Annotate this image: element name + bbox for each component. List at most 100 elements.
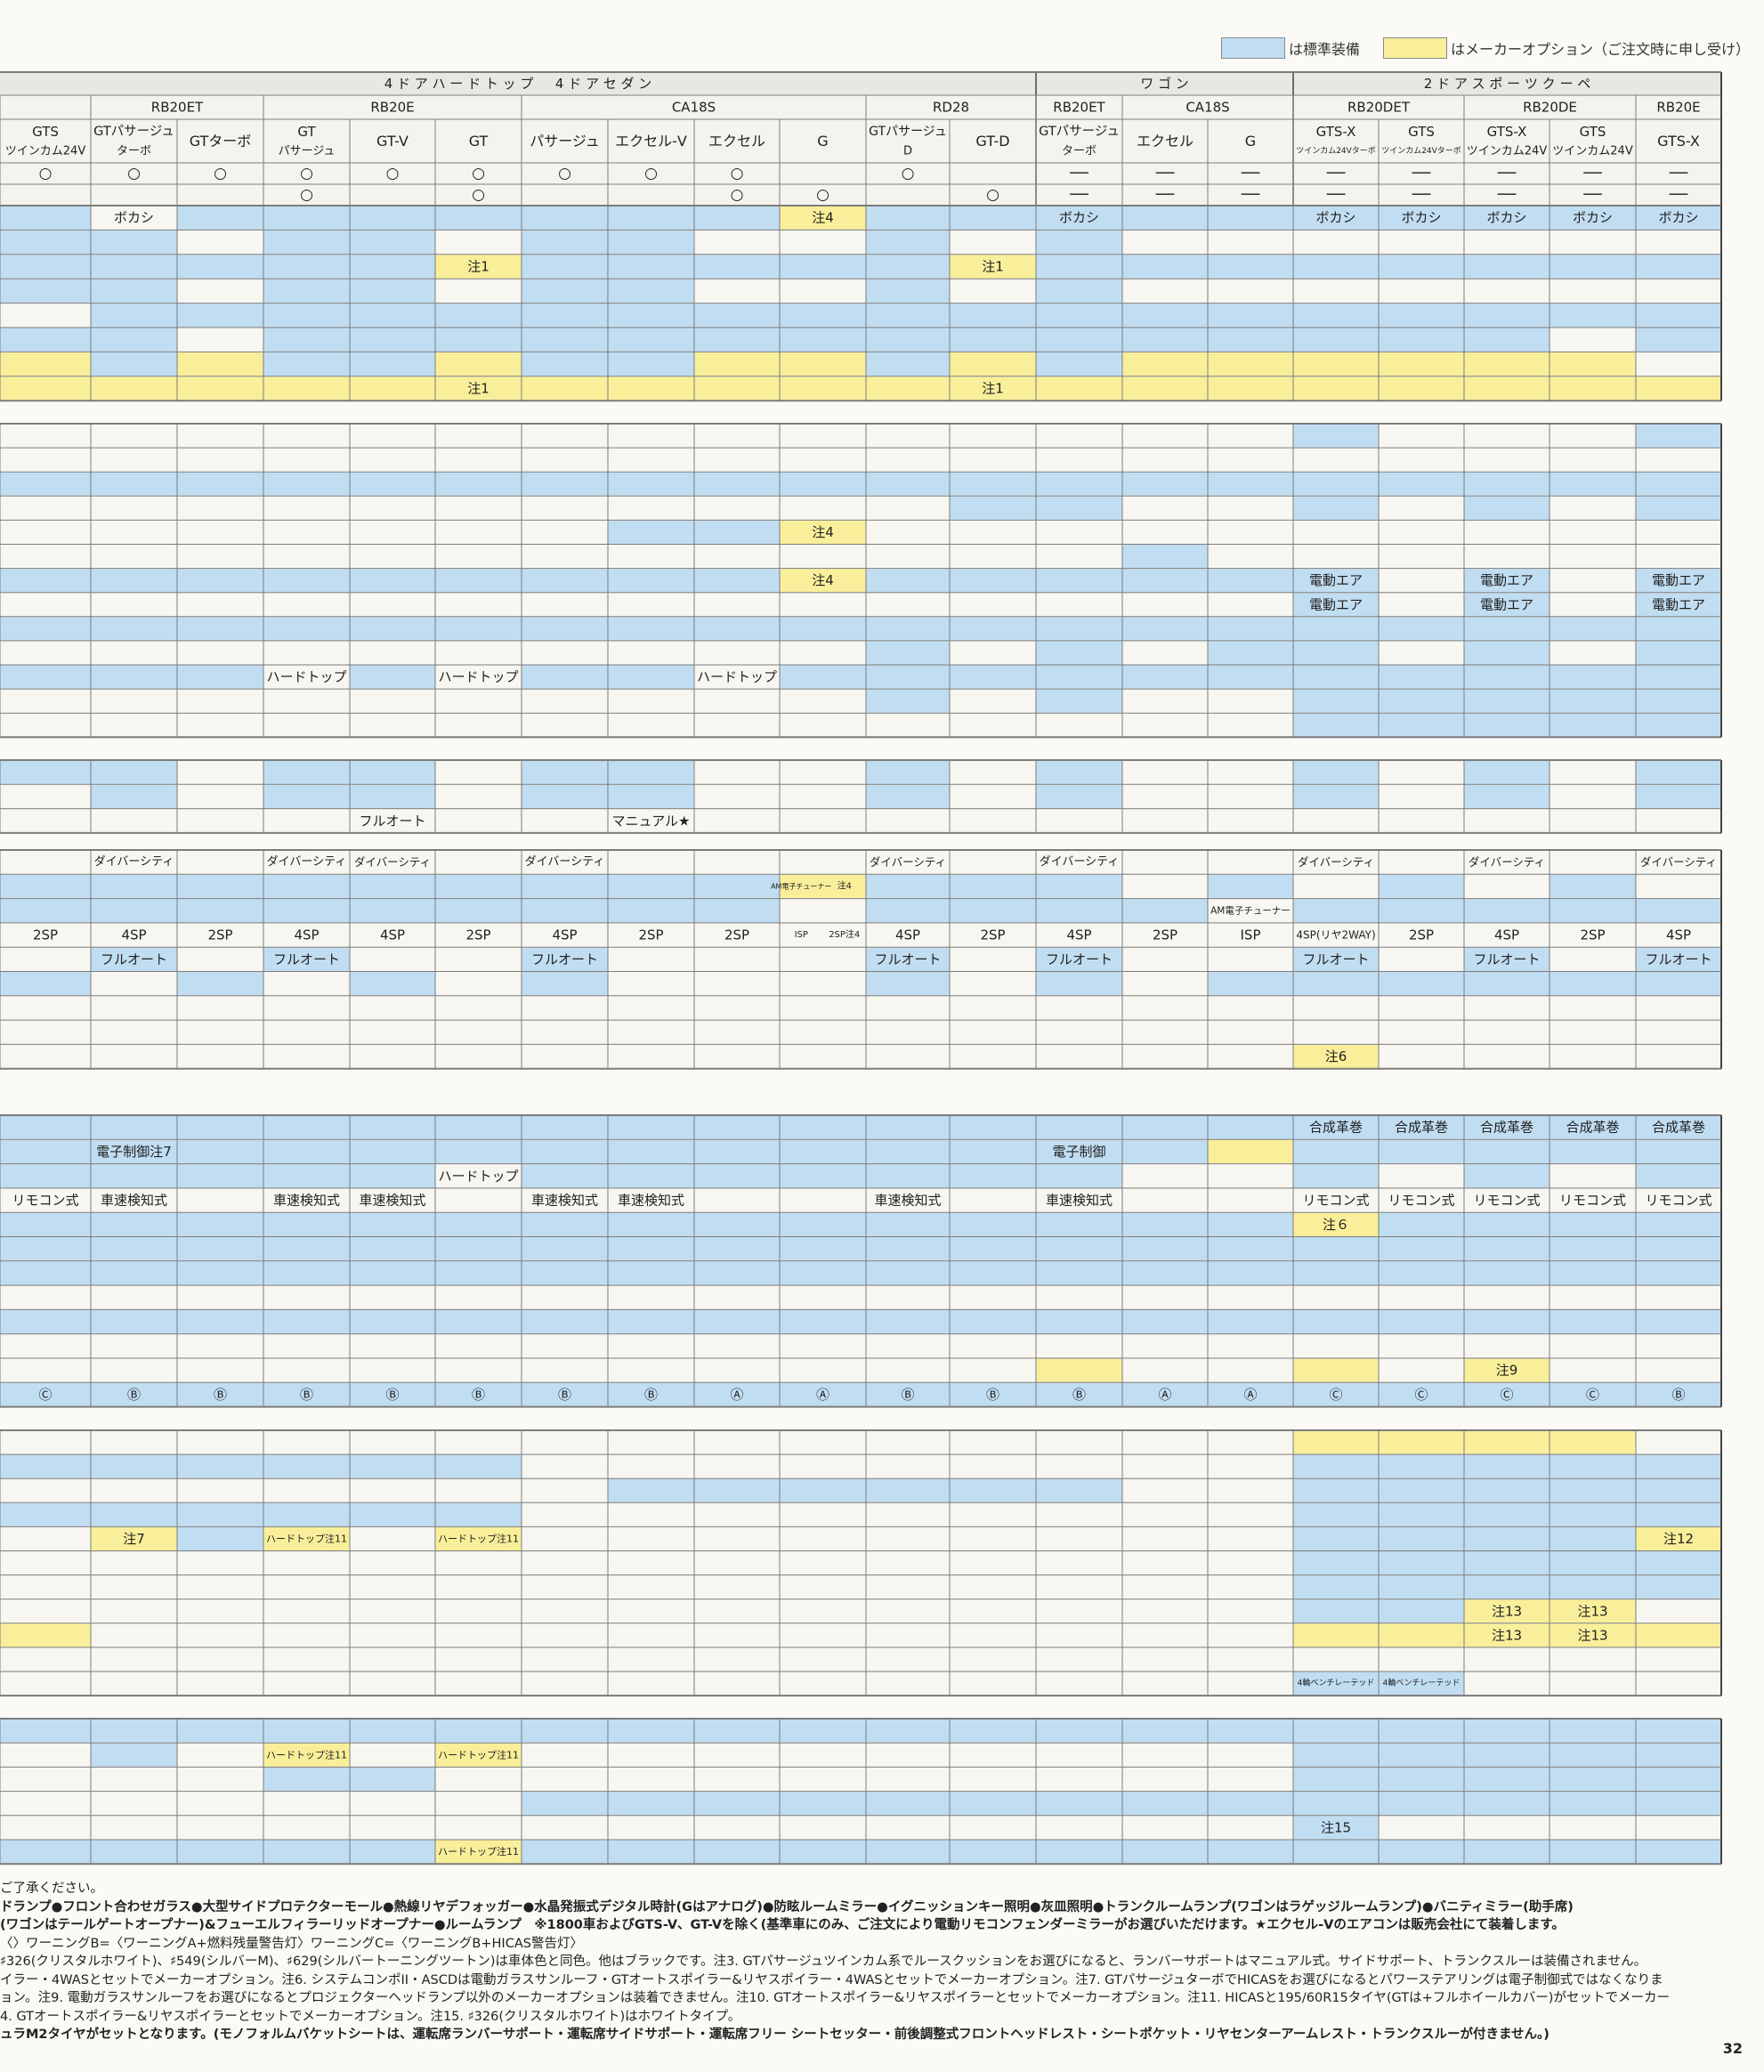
standard-cell — [1122, 1115, 1208, 1139]
cell-label: ── — [1669, 165, 1688, 182]
standard-cell — [91, 352, 177, 376]
standard-cell — [1293, 972, 1379, 996]
standard-cell — [177, 1382, 263, 1407]
option-cell — [435, 376, 522, 401]
standard-cell — [1636, 784, 1721, 809]
standard-cell — [0, 1139, 91, 1164]
standard-cell — [1379, 665, 1464, 689]
cell-label: ── — [1326, 186, 1346, 204]
standard-cell — [1379, 689, 1464, 713]
cell-label: Ⓐ — [1243, 1387, 1257, 1403]
grade-label: GT-D — [975, 133, 1009, 150]
standard-cell — [350, 230, 435, 255]
standard-cell — [435, 1115, 522, 1139]
cell-label: 2SP — [465, 927, 490, 943]
standard-cell — [522, 304, 608, 328]
standard-cell — [177, 255, 263, 279]
grade-label: GTS-X — [1316, 124, 1356, 140]
standard-cell — [263, 1237, 350, 1261]
standard-cell — [1036, 1309, 1122, 1334]
cell-label: 電動エア — [1652, 596, 1705, 612]
standard-cell — [694, 874, 780, 899]
cell-label: ボカシ — [1486, 210, 1526, 226]
standard-cell — [177, 1840, 263, 1864]
standard-cell — [263, 899, 350, 923]
cell-label: 車速検知式 — [618, 1193, 684, 1209]
option-cell — [780, 352, 866, 376]
cell-label: 4SP — [895, 927, 920, 943]
standard-cell — [91, 617, 177, 641]
standard-cell — [1208, 1792, 1293, 1816]
standard-cell — [263, 569, 350, 593]
standard-cell — [1036, 1719, 1122, 1743]
standard-cell — [1122, 328, 1208, 352]
standard-cell — [1636, 1454, 1721, 1478]
cell-label: ○ — [731, 186, 744, 204]
option-cell — [694, 352, 780, 376]
engine-label: RB20DET — [1347, 100, 1411, 116]
standard-cell — [522, 1139, 608, 1164]
standard-cell — [1122, 665, 1208, 689]
cell-label: ── — [1069, 165, 1088, 182]
cell-label: Ⓑ — [1671, 1387, 1685, 1403]
cell-label: ダイバーシティ — [1469, 855, 1545, 869]
standard-cell — [350, 1840, 435, 1864]
standard-cell — [1293, 665, 1379, 689]
standard-cell — [1293, 1575, 1379, 1599]
cell-label: 注13 — [1492, 1603, 1522, 1619]
option-cell — [263, 376, 350, 401]
standard-cell — [866, 1237, 950, 1261]
grade-sublabel: ツインカム24Vターボ — [1296, 146, 1376, 156]
standard-cell — [177, 569, 263, 593]
standard-cell — [1379, 1840, 1464, 1864]
standard-cell — [950, 328, 1036, 352]
standard-cell — [608, 1792, 694, 1816]
standard-cell — [866, 1309, 950, 1334]
standard-cell — [1293, 1139, 1379, 1164]
standard-cell — [608, 617, 694, 641]
engine-label: CA18S — [1185, 100, 1229, 116]
standard-cell — [1208, 1237, 1293, 1261]
standard-cell — [1036, 1478, 1122, 1502]
cell-label: ── — [1069, 186, 1088, 204]
standard-cell — [950, 874, 1036, 899]
standard-cell — [91, 1164, 177, 1188]
standard-cell — [694, 328, 780, 352]
cell-label: ハードトップ — [266, 669, 346, 685]
option-cell — [91, 376, 177, 401]
standard-cell — [608, 328, 694, 352]
cell-label: ○ — [644, 165, 658, 182]
option-swatch — [1383, 37, 1448, 59]
cell-label: Ⓑ — [644, 1387, 658, 1403]
standard-cell — [0, 1115, 91, 1139]
standard-cell — [608, 352, 694, 376]
grade-sublabel: ターボ — [117, 145, 151, 158]
cell-label: 注4 — [812, 524, 834, 540]
standard-cell — [1464, 1139, 1550, 1164]
cell-label: ボカシ — [1401, 210, 1441, 226]
standard-cell — [1379, 617, 1464, 641]
standard-cell — [1208, 1212, 1293, 1236]
cell-label: 車速検知式 — [1046, 1193, 1113, 1209]
standard-cell — [866, 972, 950, 996]
standard-cell — [263, 1115, 350, 1139]
standard-cell — [694, 1164, 780, 1188]
option-cell — [608, 376, 694, 401]
cell-label: ○ — [39, 165, 53, 182]
standard-cell — [177, 1212, 263, 1236]
option-cell — [1293, 376, 1379, 401]
standard-cell — [1036, 352, 1122, 376]
option-cell — [1293, 1358, 1379, 1382]
option-cell — [522, 376, 608, 401]
group-label: ワ ゴ ン — [1140, 76, 1189, 92]
standard-cell — [263, 352, 350, 376]
option-cell — [435, 1840, 522, 1864]
engine-label: RB20E — [370, 100, 414, 116]
standard-cell — [1293, 1382, 1379, 1407]
standard-cell — [1550, 1237, 1636, 1261]
standard-cell — [694, 899, 780, 923]
cell-label: 車速検知式 — [273, 1193, 340, 1209]
standard-cell — [950, 472, 1036, 496]
standard-cell — [522, 1164, 608, 1188]
standard-cell — [1293, 760, 1379, 784]
